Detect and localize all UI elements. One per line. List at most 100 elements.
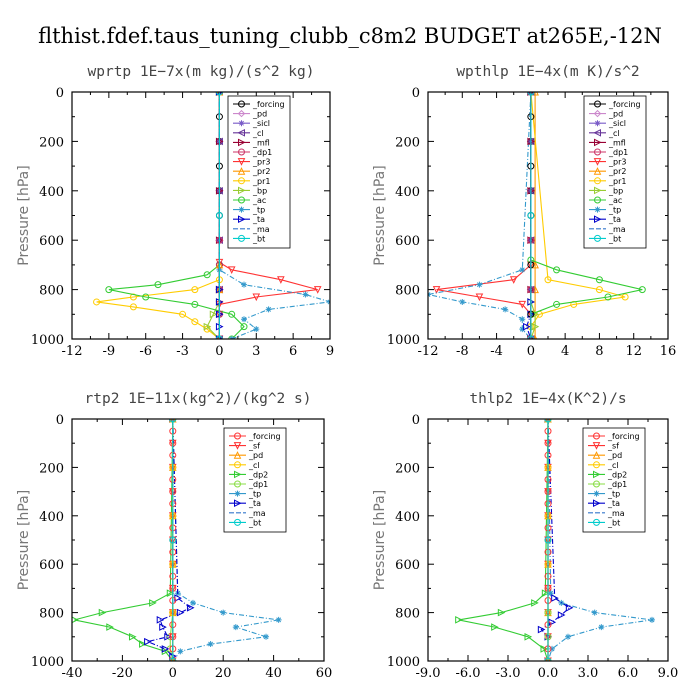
legend-label-bp: _bp	[608, 186, 623, 195]
series-line-pr3	[436, 92, 532, 339]
data-point-dp2	[540, 645, 549, 653]
legend-label-bt: _bt	[608, 234, 621, 243]
legend-label-forcing: _forcing	[607, 432, 640, 441]
series-group	[93, 92, 330, 339]
x-tick-label: -6.0	[455, 666, 480, 681]
x-tick-label: -9	[103, 344, 116, 359]
data-point-bt	[215, 92, 223, 96]
data-point-bt	[169, 657, 177, 661]
data-point-pr3	[475, 293, 484, 302]
y-tick-label: 600	[395, 234, 420, 249]
legend-label-cl: _cl	[607, 461, 619, 470]
y-tick-label: 600	[39, 558, 64, 573]
x-tick-label: -20	[112, 666, 133, 681]
data-point-tp	[649, 616, 655, 623]
legend-marker-cl	[234, 461, 241, 469]
legend-marker-tp	[234, 490, 241, 497]
data-point-bt	[527, 92, 535, 96]
data-point-ta	[523, 322, 531, 331]
data-point-dp2	[497, 608, 506, 617]
legend-label-pd: _pd	[252, 110, 267, 119]
data-point-pr1	[544, 276, 552, 284]
data-point-ta	[551, 594, 559, 602]
legend-marker-pr2	[237, 167, 246, 175]
x-tick-label: 0.0	[538, 666, 559, 681]
y-tick-label: 0	[56, 86, 64, 101]
y-tick-label: 200	[39, 135, 64, 150]
data-point-pr3	[252, 293, 261, 302]
series-line-dp2	[458, 419, 549, 661]
legend-marker-ta	[238, 215, 246, 224]
legend-marker-cl	[237, 128, 245, 137]
y-tick-label: 200	[39, 461, 64, 476]
data-point-tp	[275, 616, 282, 623]
x-tick-label: 16	[660, 344, 677, 359]
legend-marker-dp1	[593, 480, 600, 488]
legend-marker-pr3	[237, 158, 246, 166]
legend-marker-pr2	[593, 167, 602, 175]
legend-label-pr2: _pr2	[252, 167, 270, 176]
data-point-ac	[553, 300, 561, 308]
data-point-tp	[565, 633, 571, 640]
legend-marker-forcing	[238, 100, 245, 108]
legend-marker-pd	[592, 451, 601, 459]
x-tick-label: 20	[215, 666, 232, 681]
y-axis-label: Pressure [hPa]	[16, 165, 32, 265]
data-point-bt	[544, 657, 552, 661]
legend-marker-bt	[234, 518, 241, 526]
legend-label-pr2: _pr2	[608, 167, 626, 176]
data-point-tp	[591, 609, 598, 616]
legend-label-pr3: _pr3	[608, 158, 626, 167]
legend-label-sf: _sf	[248, 442, 260, 451]
plot-frame	[71, 418, 325, 662]
data-point-ta	[176, 608, 185, 617]
legend-label-forcing: _forcing	[248, 432, 281, 441]
data-point-tp	[241, 281, 247, 288]
legend-marker-pr1	[594, 177, 601, 185]
y-tick-label: 400	[39, 510, 64, 525]
panel-title: rtp2 1E−11x(kg^2)/(kg^2 s)	[85, 391, 312, 407]
y-tick-label: 800	[39, 607, 64, 622]
data-point-tp	[598, 624, 605, 631]
legend-label-tp: _tp	[248, 490, 261, 499]
y-tick-label: 0	[56, 413, 64, 428]
figure-title: flthist.fdef.taus_tuning_clubb_c8m2 BUDG…	[38, 24, 662, 48]
x-tick-label: 3.0	[578, 666, 599, 681]
data-point-bt	[527, 212, 535, 219]
series-line-ac	[530, 92, 643, 339]
data-point-ac	[604, 293, 612, 301]
series-line-ac	[108, 92, 245, 339]
legend-label-forcing: _forcing	[608, 100, 641, 109]
data-point-pr2	[531, 92, 539, 96]
legend-label-ma: _ma	[607, 509, 625, 518]
x-tick-label: 0	[215, 344, 223, 359]
data-point-ta	[557, 611, 566, 619]
legend-label-forcing: _forcing	[252, 100, 285, 109]
series-line-tp	[172, 419, 279, 661]
x-tick-label: 6	[289, 344, 297, 359]
series-line-ta	[145, 419, 192, 661]
legend-marker-sicl	[238, 120, 245, 127]
plot-panel-2: wpthlp 1E−4x(m K)/s^2 Pressure [hPa] -12 -8…	[372, 64, 676, 359]
panel-title: wprtp 1E−7x(m kg)/(s^2 kg)	[88, 64, 315, 80]
legend-marker-forcing	[593, 432, 600, 440]
data-point-tp	[253, 326, 260, 333]
data-point-ta	[159, 623, 167, 631]
legend-marker-bt	[593, 518, 600, 526]
series-group	[455, 419, 655, 661]
data-point-ac	[203, 271, 211, 279]
y-tick-label: 1000	[31, 333, 64, 348]
legend-label-tp: _tp	[608, 206, 621, 215]
y-tick-label: 800	[395, 284, 420, 299]
legend-label-pr3: _pr3	[252, 158, 270, 167]
legend-marker-ta	[593, 499, 601, 508]
data-point-pr1	[93, 298, 101, 306]
legend-label-bp: _bp	[252, 186, 267, 195]
plot-frame	[427, 91, 669, 340]
legend-marker-pd	[233, 451, 242, 459]
series-line-dp2	[74, 419, 174, 661]
legend-marker-bp	[594, 186, 602, 195]
legend-marker-bt	[238, 234, 245, 242]
data-point-tp	[547, 590, 554, 597]
data-point-dp2	[139, 640, 147, 648]
